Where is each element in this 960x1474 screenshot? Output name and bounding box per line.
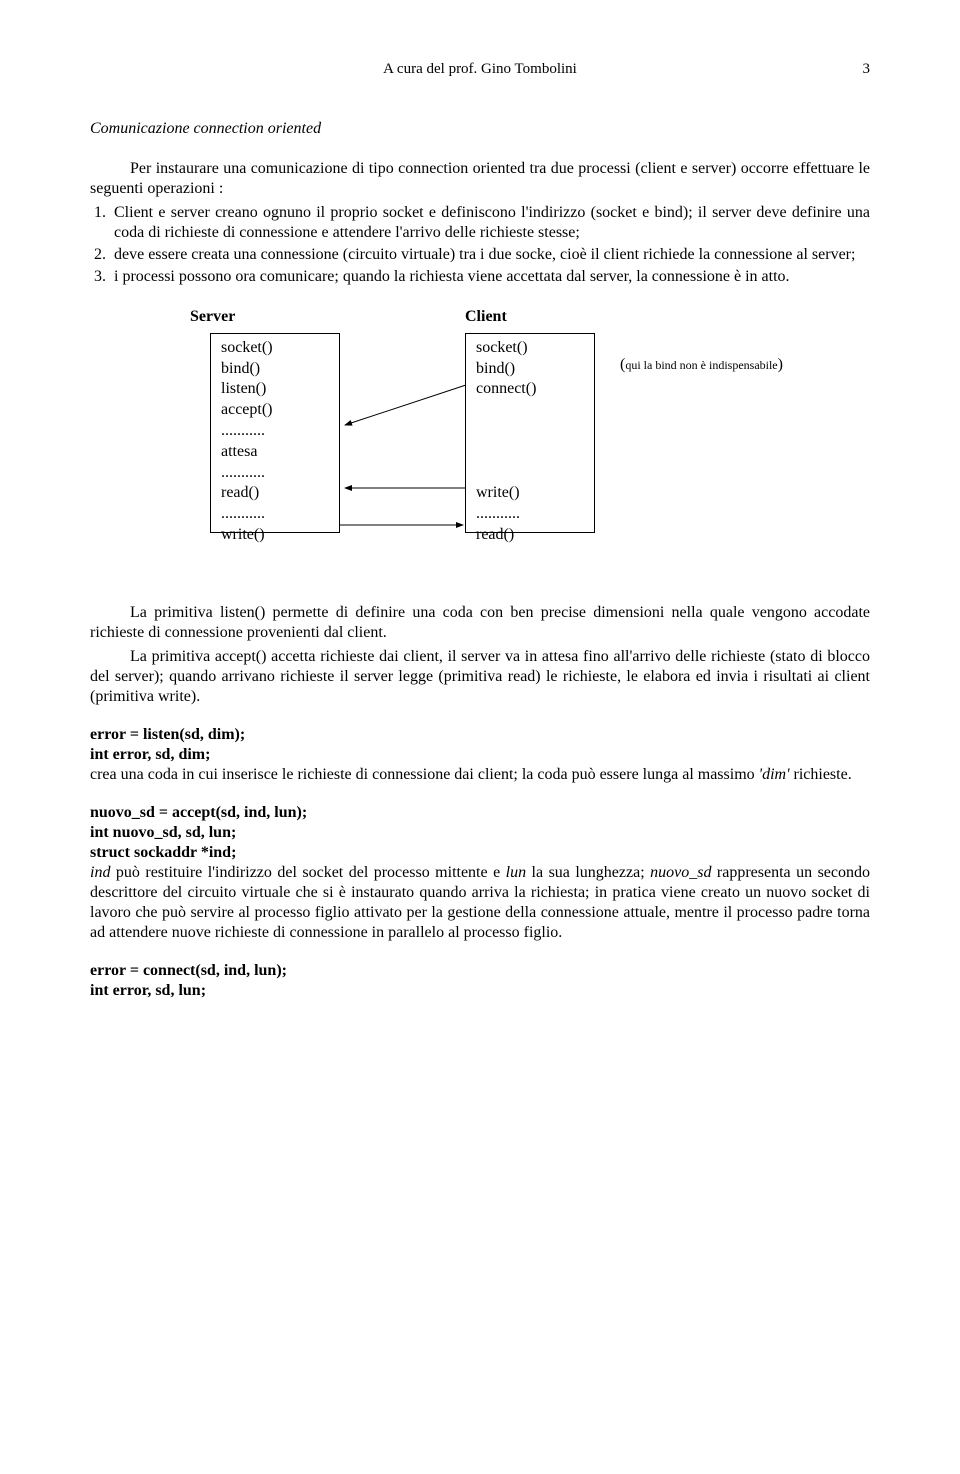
client-heading: Client [465,307,665,327]
declaration: int nuovo_sd, sd, lun; [90,823,870,843]
code-line [476,400,584,421]
signature: error = connect(sd, ind, lun); [90,961,870,981]
connect-block: error = connect(sd, ind, lun); int error… [90,961,870,1001]
code-line [476,421,584,442]
text: la sua lunghezza; [526,864,650,881]
code-line: socket() [476,338,584,359]
list-item: deve essere creata una connessione (circ… [110,245,870,265]
page-header: A cura del prof. Gino Tombolini 3 [90,60,870,79]
diagram-headers: Server Client [90,307,870,327]
code-line: ........... [221,421,329,442]
list-item: Client e server creano ognuno il proprio… [110,203,870,243]
code-line: attesa [221,442,329,463]
text-italic: lun [506,864,526,881]
list-item: i processi possono ora comunicare; quand… [110,267,870,287]
code-line: socket() [221,338,329,359]
header-text: A cura del prof. Gino Tombolini [383,61,577,77]
declaration: struct sockaddr *ind; [90,843,870,863]
declaration: int error, sd, lun; [90,981,870,1001]
text: può restituire l'indirizzo del socket de… [110,864,505,881]
note-close: ) [778,356,783,373]
code-line: bind() [476,359,584,380]
code-line [476,463,584,484]
code-line: bind() [221,359,329,380]
listen-block: error = listen(sd, dim); int error, sd, … [90,725,870,785]
intro-paragraph: Per instaurare una comunicazione di tipo… [90,159,870,199]
code-line: connect() [476,379,584,400]
server-box: socket() bind() listen() accept() ......… [210,333,340,533]
page-number: 3 [863,60,871,79]
text-italic: nuovo_sd [650,864,711,881]
description: crea una coda in cui inserisce le richie… [90,765,870,785]
signature: error = listen(sd, dim); [90,725,870,745]
text-italic: 'dim' [759,766,790,783]
text: crea una coda in cui inserisce le richie… [90,766,759,783]
code-line: ........... [221,504,329,525]
description: ind può restituire l'indirizzo del socke… [90,863,870,943]
code-line: accept() [221,400,329,421]
section-title: Comunicazione connection oriented [90,119,870,139]
code-line: ........... [476,504,584,525]
signature: nuovo_sd = accept(sd, ind, lun); [90,803,870,823]
diagram-arrows [90,333,690,543]
code-line: ........... [221,463,329,484]
paragraph: La primitiva accept() accetta richieste … [90,647,870,707]
accept-block: nuovo_sd = accept(sd, ind, lun); int nuo… [90,803,870,943]
code-line [476,442,584,463]
code-line: listen() [221,379,329,400]
steps-list: Client e server creano ognuno il proprio… [90,203,870,287]
client-box: socket() bind() connect() write() ......… [465,333,595,533]
bind-note: (qui la bind non è indispensabile) [620,355,783,375]
code-line: write() [221,525,329,546]
server-heading: Server [190,307,390,327]
paragraph: La primitiva listen() permette di defini… [90,603,870,643]
note-text: qui la bind non è indispensabile [625,358,777,372]
code-line: read() [476,525,584,546]
declaration: int error, sd, dim; [90,745,870,765]
code-line: write() [476,483,584,504]
text: richieste. [790,766,852,783]
code-line: read() [221,483,329,504]
sequence-diagram: socket() bind() listen() accept() ......… [90,333,870,543]
text-italic: ind [90,864,110,881]
